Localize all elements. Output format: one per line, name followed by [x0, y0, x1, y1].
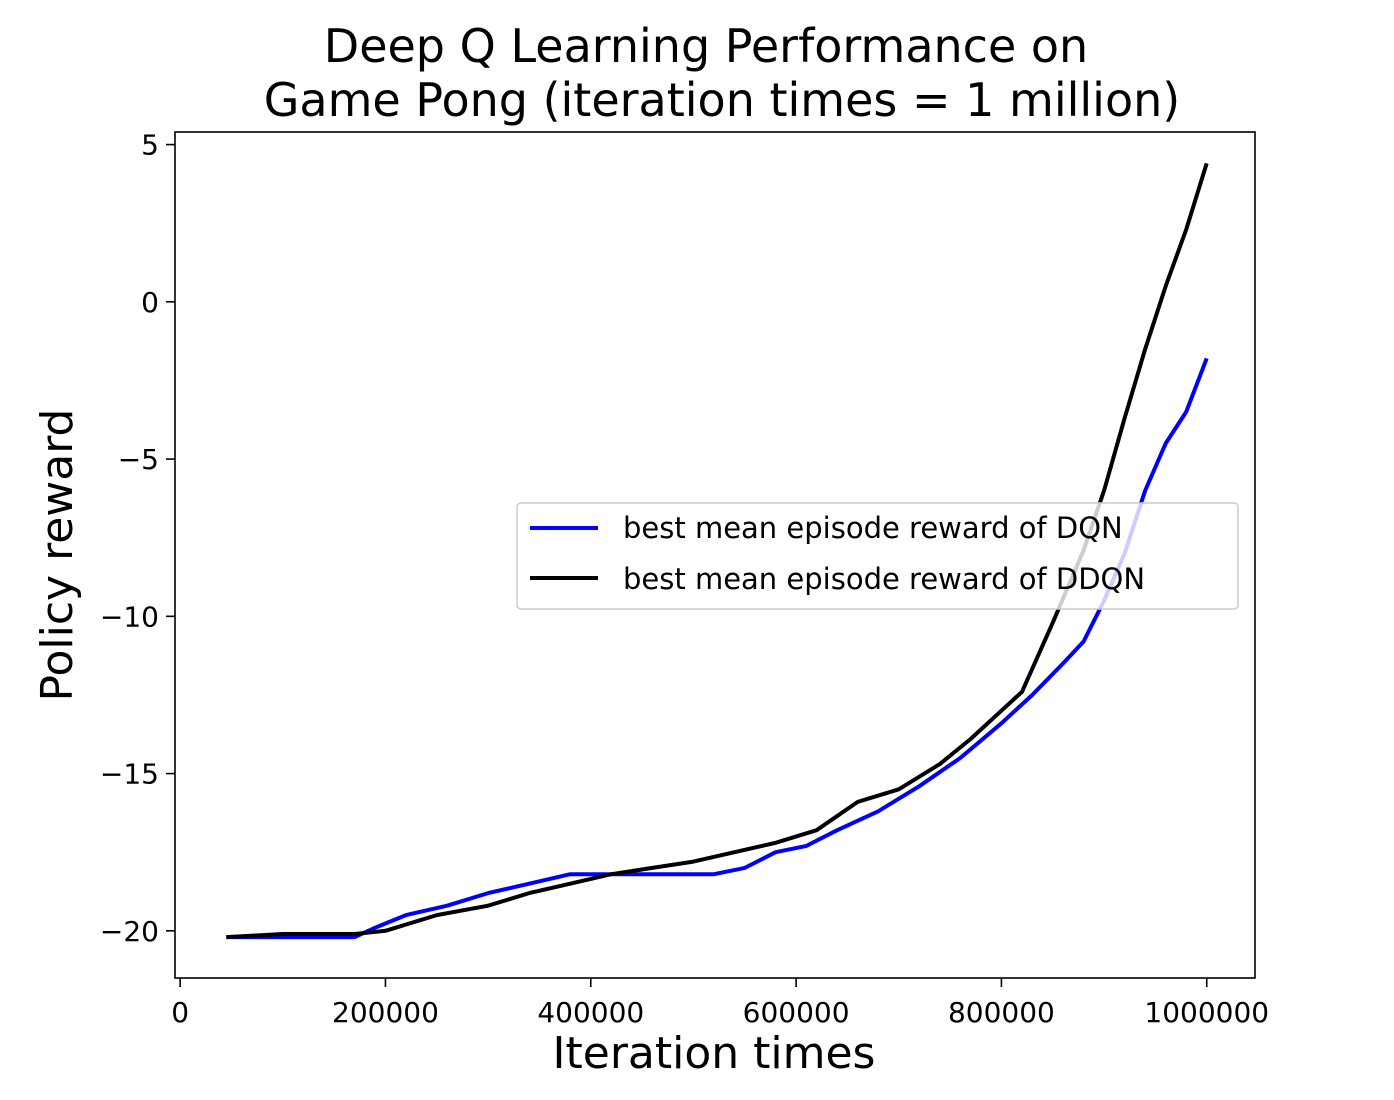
x-tick-label: 800000 [948, 996, 1055, 1029]
plot-area-frame [174, 131, 1256, 979]
chart-legend: best mean episode reward of DQN best mea… [516, 502, 1239, 610]
x-tick-label: 1000000 [1144, 996, 1269, 1029]
x-axis-label: Iteration times [553, 1028, 876, 1079]
y-axis-ticks: 5 0 −5 −10 −15 −20 [100, 129, 175, 948]
x-tick-label: 400000 [537, 996, 644, 1029]
x-tick-label: 0 [171, 996, 189, 1029]
legend-label-ddqn: best mean episode reward of DDQN [623, 562, 1145, 596]
series-line-ddqn [226, 162, 1209, 940]
y-tick-label: 0 [141, 286, 159, 319]
y-tick-label: −15 [100, 758, 159, 791]
series-line-dqn [226, 357, 1209, 940]
x-tick-label: 200000 [332, 996, 439, 1029]
legend-box [516, 502, 1239, 610]
y-tick-label: −5 [118, 443, 159, 476]
y-tick-label: −20 [100, 915, 159, 948]
chart-title-line-1: Deep Q Learning Performance on [324, 19, 1088, 73]
chart-title-line-2: Game Pong (iteration times = 1 million) [264, 73, 1180, 127]
legend-label-dqn: best mean episode reward of DQN [623, 511, 1123, 545]
x-tick-label: 600000 [743, 996, 850, 1029]
x-axis-ticks: 0 200000 400000 600000 800000 1000000 [171, 978, 1269, 1029]
y-tick-label: −10 [100, 600, 159, 633]
y-axis-label: Policy reward [32, 409, 83, 702]
y-tick-label: 5 [141, 129, 159, 162]
